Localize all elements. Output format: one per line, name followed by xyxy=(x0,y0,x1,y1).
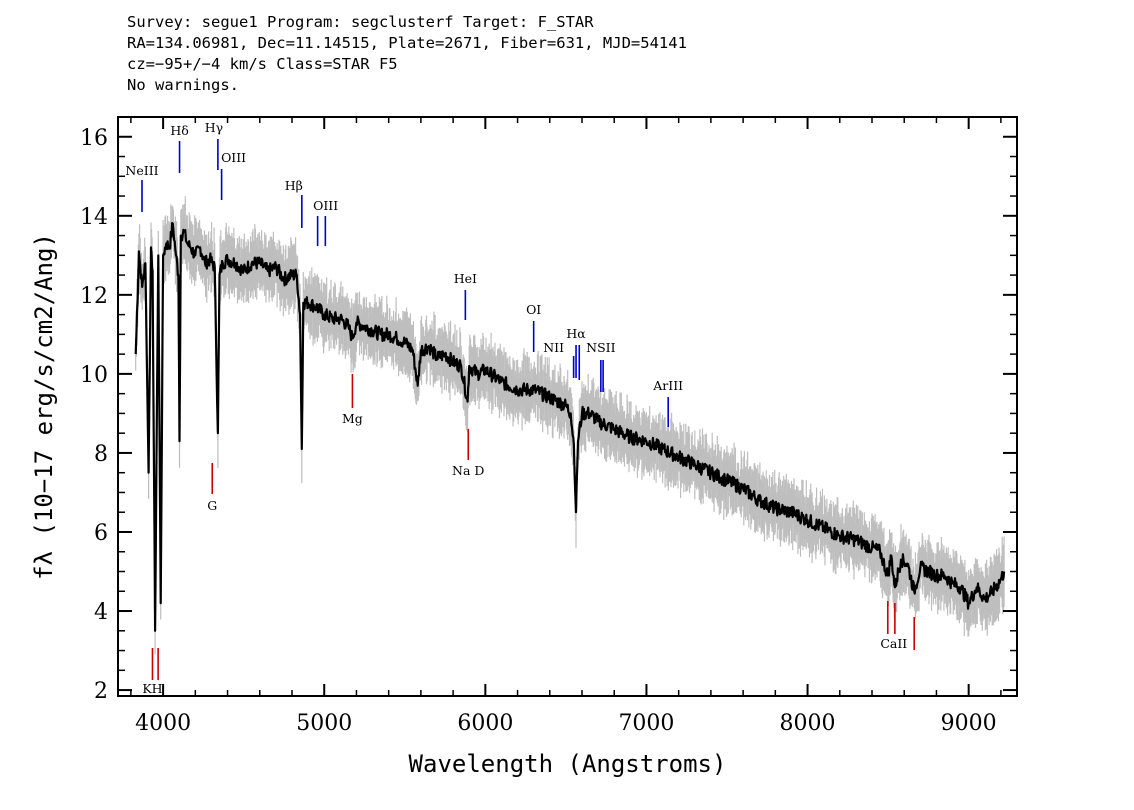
flux-line xyxy=(134,222,1006,632)
absorption-line-label: KH xyxy=(142,681,162,696)
plot-frame xyxy=(117,116,1018,697)
emission-line-label: OIII xyxy=(221,150,246,165)
emission-line-label: OI xyxy=(526,302,541,317)
x-tick-label: 6000 xyxy=(457,711,513,736)
absorption-line-label: CaII xyxy=(880,636,907,651)
absorption-line-label: Na D xyxy=(452,463,484,478)
y-tick-label: 4 xyxy=(94,600,108,625)
emission-line-label: NeIII xyxy=(125,163,158,178)
y-tick-label: 10 xyxy=(80,363,108,388)
emission-line-label: OIII xyxy=(313,198,338,213)
emission-line-label: Hα xyxy=(566,326,586,341)
emission-line-label: Hδ xyxy=(170,123,188,138)
emission-line-label: NSII xyxy=(586,340,615,355)
x-tick-label: 9000 xyxy=(941,711,997,736)
y-tick-label: 8 xyxy=(94,442,108,467)
x-axis-title: Wavelength (Angstroms) xyxy=(409,750,727,778)
emission-line-label: ArIII xyxy=(652,378,683,393)
emission-line-label: Hγ xyxy=(205,120,223,135)
emission-line-label: NII xyxy=(543,340,564,355)
emission-line-label: HeI xyxy=(454,271,477,286)
absorption-line-label: G xyxy=(207,498,217,513)
header-warnings-line: No warnings. xyxy=(127,76,239,94)
x-tick-label: 4000 xyxy=(135,711,191,736)
header-coordinates-line: RA=134.06981, Dec=11.14515, Plate=2671, … xyxy=(127,34,687,52)
emission-line-label: Hβ xyxy=(285,178,303,193)
x-tick-label: 5000 xyxy=(296,711,352,736)
axis-ticks: 4000 5000 6000 7000 8000 9000 2 4 6 8 10 12 14 16 xyxy=(80,116,1017,736)
y-tick-label: 16 xyxy=(80,126,108,151)
x-tick-label: 7000 xyxy=(618,711,674,736)
y-tick-label: 6 xyxy=(94,521,108,546)
spectrum-header: Survey: segue1 Program: segclusterf Targ… xyxy=(127,12,687,96)
y-axis-title: fλ (10−17 erg/s/cm2/Ang) xyxy=(30,233,58,580)
flux-series xyxy=(134,222,1006,632)
header-survey-line: Survey: segue1 Program: segclusterf Targ… xyxy=(127,13,594,31)
x-tick-label: 8000 xyxy=(780,711,836,736)
y-tick-label: 14 xyxy=(80,205,108,230)
absorption-line-label: Mg xyxy=(342,411,363,426)
header-redshift-line: cz=−95+/−4 km/s Class=STAR F5 xyxy=(127,55,398,73)
y-tick-label: 2 xyxy=(94,679,108,704)
y-tick-label: 12 xyxy=(80,284,108,309)
